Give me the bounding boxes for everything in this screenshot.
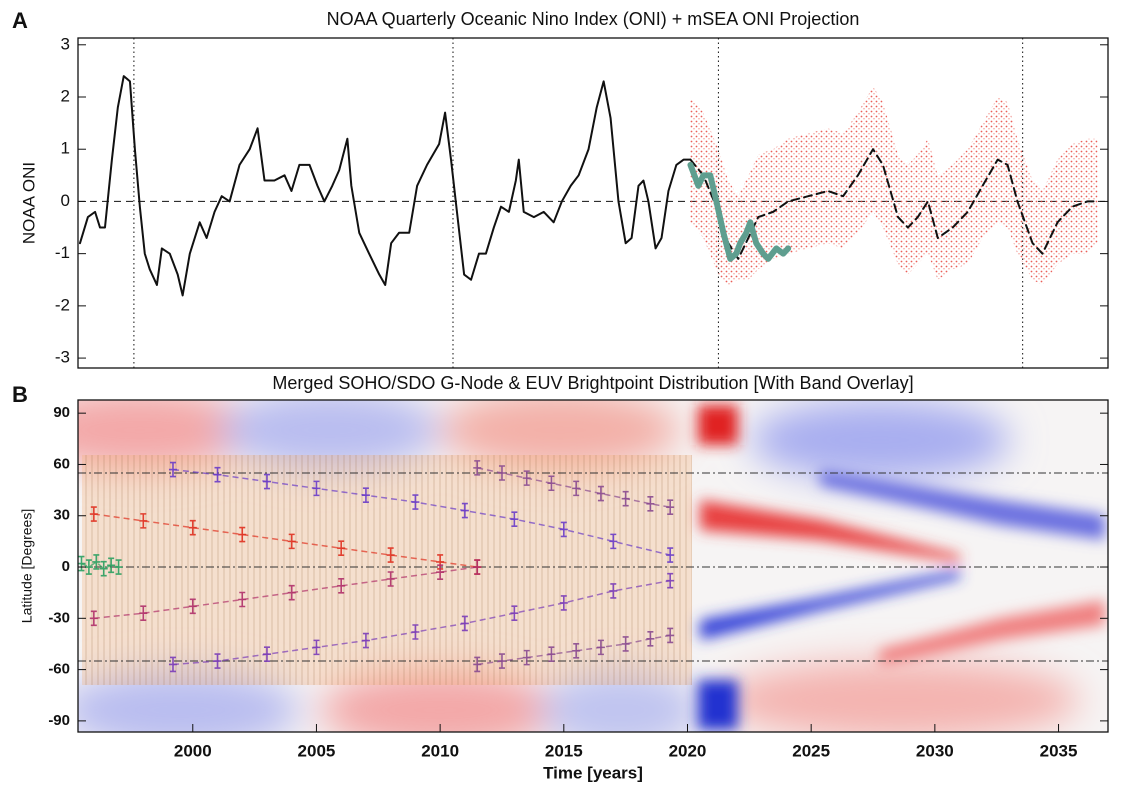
x-tick-label: 2025	[792, 741, 830, 760]
y-tick-label: 1	[61, 139, 70, 158]
panel-label: B	[12, 382, 28, 407]
series-line	[80, 76, 690, 295]
x-tick-label: 2035	[1040, 741, 1078, 760]
y-tick-label: 90	[53, 404, 70, 421]
y-tick-label: -60	[48, 661, 70, 678]
y-tick-label: 3	[61, 34, 70, 53]
figure: A NOAA Quarterly Oceanic Nino Index (ONI…	[0, 0, 1128, 785]
x-tick-label: 2010	[421, 741, 459, 760]
panel-label: A	[12, 8, 28, 33]
x-tick-label: 2015	[545, 741, 583, 760]
x-tick-label: 2005	[298, 741, 336, 760]
y-tick-label: -2	[55, 295, 70, 314]
x-tick-label: 2030	[916, 741, 954, 760]
y-tick-label: 60	[53, 455, 70, 472]
y-tick-label: 0	[61, 191, 70, 210]
chart-title: Merged SOHO/SDO G-Node & EUV Brightpoint…	[272, 373, 913, 393]
y-tick-label: -90	[48, 712, 70, 729]
y-axis-label: Latitude [Degrees]	[19, 509, 35, 623]
x-axis-label: Time [years]	[543, 763, 643, 782]
y-tick-label: -30	[48, 609, 70, 626]
x-tick-label: 2000	[174, 741, 212, 760]
y-tick-label: -1	[55, 243, 70, 262]
chart-title: NOAA Quarterly Oceanic Nino Index (ONI) …	[327, 9, 860, 29]
x-tick-label: 2020	[669, 741, 707, 760]
y-tick-label: 2	[61, 86, 70, 105]
y-tick-label: -3	[55, 348, 70, 367]
y-tick-label: 0	[62, 558, 70, 575]
heatmap	[20, 390, 1108, 750]
y-tick-label: 30	[53, 507, 70, 524]
projection-band	[690, 87, 1097, 285]
y-axis-label: NOAA ONI	[19, 162, 38, 244]
